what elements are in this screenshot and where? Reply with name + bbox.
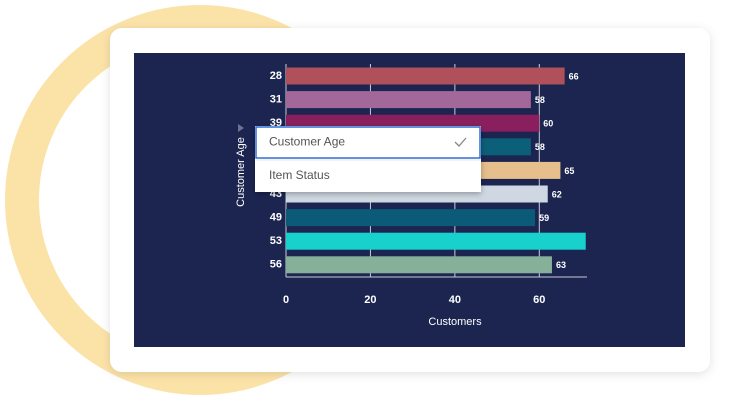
data-label: 63 bbox=[556, 260, 566, 270]
x-tick-label: 20 bbox=[364, 294, 376, 306]
x-tick-label: 40 bbox=[449, 294, 461, 306]
data-label: 66 bbox=[569, 71, 579, 81]
option-label[interactable]: Customer Age bbox=[269, 135, 345, 149]
y-tick-label: 56 bbox=[270, 259, 282, 271]
check-icon bbox=[454, 137, 467, 147]
y-axis-label: Customer Age bbox=[235, 137, 247, 207]
bar bbox=[286, 209, 536, 227]
y-tick-label: 31 bbox=[270, 94, 282, 106]
data-label: 59 bbox=[539, 213, 549, 223]
bar bbox=[286, 91, 531, 109]
x-axis-label: Customers bbox=[428, 316, 482, 328]
collapse-arrow[interactable] bbox=[238, 124, 244, 132]
bar bbox=[286, 256, 552, 274]
data-label: 58 bbox=[535, 95, 545, 105]
data-label: 65 bbox=[564, 166, 574, 176]
y-tick-label: 28 bbox=[270, 70, 282, 82]
data-label: 58 bbox=[535, 142, 545, 152]
bar bbox=[286, 232, 586, 250]
x-tick-label: 0 bbox=[283, 294, 289, 306]
bar bbox=[286, 67, 565, 85]
y-tick-label: 49 bbox=[270, 212, 282, 224]
data-label: 62 bbox=[552, 189, 562, 199]
option-label[interactable]: Item Status bbox=[269, 168, 330, 182]
y-tick-label: 53 bbox=[270, 235, 282, 247]
x-tick-label: 60 bbox=[533, 294, 545, 306]
data-label: 60 bbox=[543, 119, 553, 129]
dropdown-option[interactable] bbox=[255, 126, 481, 159]
